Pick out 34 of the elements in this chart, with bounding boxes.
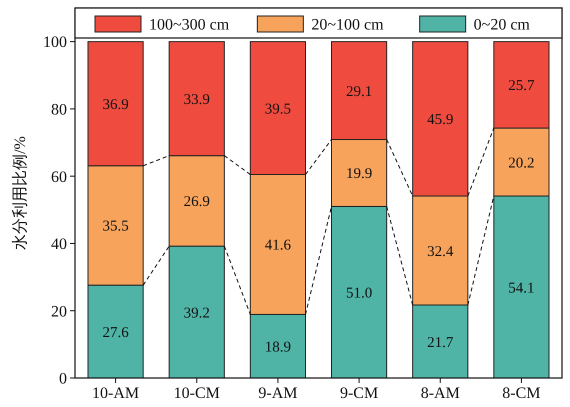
legend-label: 0~20 cm (474, 16, 530, 34)
x-tick-label: 9-AM (258, 385, 298, 402)
data-label: 39.2 (184, 305, 210, 322)
y-tick-label: 80 (51, 102, 67, 119)
data-label: 54.1 (508, 280, 535, 296)
y-tick-label: 40 (51, 236, 67, 254)
data-label: 27.6 (102, 324, 130, 341)
data-label: 19.9 (346, 166, 372, 182)
data-label: 18.9 (264, 339, 292, 356)
data-label: 45.9 (427, 112, 454, 128)
y-tick-label: 60 (51, 168, 67, 186)
data-label: 41.6 (264, 238, 292, 254)
legend-label: 100~300 cm (149, 16, 230, 34)
data-label: 51.0 (346, 285, 372, 302)
x-tick-label: 8-AM (420, 385, 460, 402)
y-tick-label: 0 (59, 370, 67, 388)
data-label: 21.7 (427, 334, 454, 351)
data-label: 20.2 (508, 155, 535, 172)
data-label: 26.9 (184, 194, 210, 210)
x-tick-label: 9-CM (340, 385, 378, 402)
y-axis-title: 水分利用比例/% (11, 136, 29, 250)
data-label: 39.5 (264, 101, 292, 118)
data-label: 29.1 (346, 84, 372, 100)
y-tick-label: 20 (51, 303, 67, 320)
x-tick-label: 10-AM (92, 385, 140, 402)
data-label: 32.4 (427, 244, 454, 260)
x-tick-label: 8-CM (502, 385, 541, 402)
x-tick-label: 10-CM (174, 385, 220, 402)
legend-label: 20~100 cm (311, 16, 384, 34)
data-label: 33.9 (184, 92, 210, 108)
data-label: 35.5 (102, 218, 129, 235)
data-label: 25.7 (508, 78, 536, 94)
y-tick-label: 100 (43, 34, 67, 52)
data-label: 36.9 (102, 96, 129, 113)
